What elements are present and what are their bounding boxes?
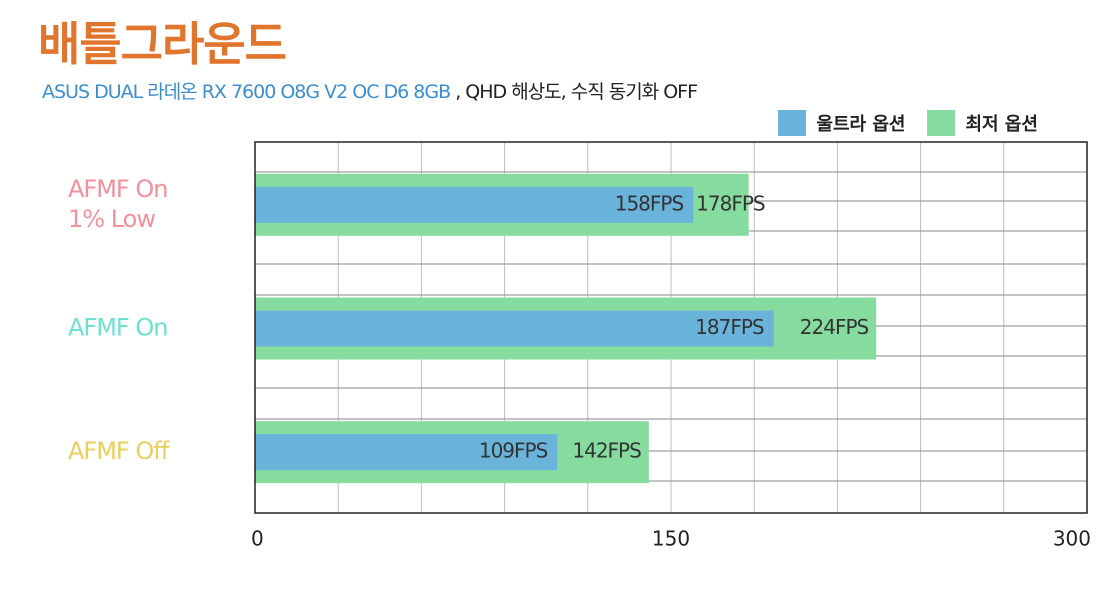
category-label: AFMF On	[68, 314, 167, 342]
x-tick-label: 0	[251, 527, 264, 551]
subtitle-product: ASUS DUAL 라데온 RX 7600 O8G V2 OC D6 8GB	[42, 81, 451, 103]
data-label-ultra: 109FPS	[479, 439, 548, 463]
data-label-ultra: 158FPS	[615, 191, 684, 215]
data-label-low: 142FPS	[572, 439, 641, 463]
subtitle-settings: , QHD 해상도, 수직 동기화 OFF	[455, 81, 698, 103]
legend-label-low: 최저 옵션	[965, 114, 1038, 135]
legend-swatch-low	[927, 110, 956, 136]
bar-ultra-option	[255, 310, 774, 347]
legend-label-ultra: 울트라 옵션	[816, 114, 906, 135]
data-label-low: 178FPS	[696, 191, 765, 215]
data-label-low: 224FPS	[800, 315, 869, 339]
page-title: 배틀그라운드	[38, 17, 287, 71]
chart-legend: 울트라 옵션 최저 옵션	[756, 110, 1038, 136]
x-tick-label: 150	[652, 527, 690, 551]
legend-item-ultra: 울트라 옵션	[778, 110, 905, 136]
legend-item-low: 최저 옵션	[927, 110, 1038, 136]
category-label: AFMF Off	[68, 437, 170, 465]
x-tick-label: 300	[1053, 527, 1091, 551]
data-label-ultra: 187FPS	[695, 315, 764, 339]
plot-border	[254, 141, 1088, 514]
legend-swatch-ultra	[778, 110, 807, 136]
bar-ultra-option	[255, 186, 694, 223]
page-subtitle: ASUS DUAL 라데온 RX 7600 O8G V2 OC D6 8GB ,…	[42, 77, 698, 104]
bar-ultra-option	[255, 434, 558, 471]
category-label: AFMF On 1% Low	[68, 175, 167, 233]
